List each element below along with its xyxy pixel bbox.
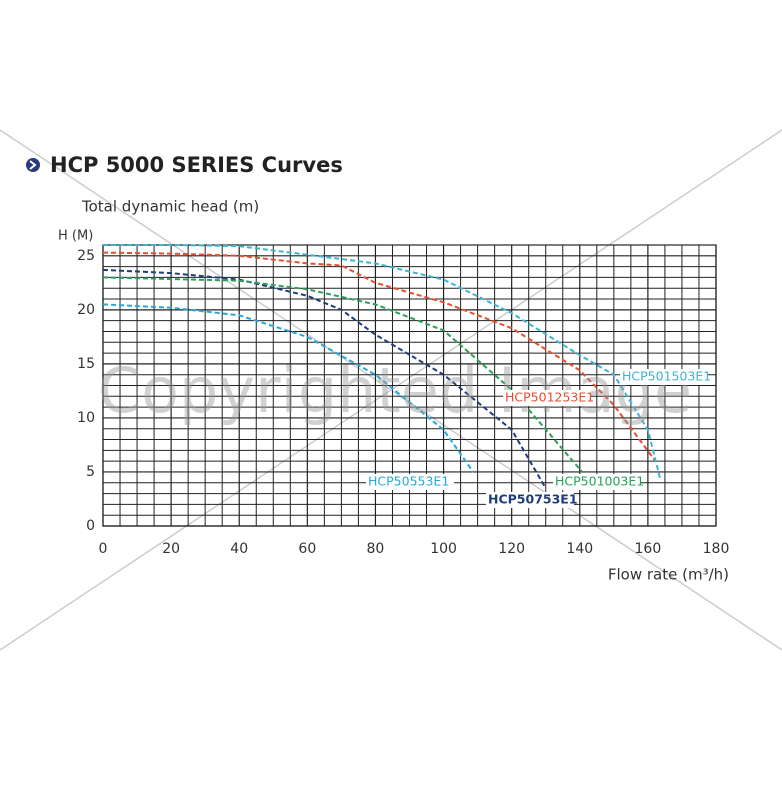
x-tick-label: 160 xyxy=(635,541,662,557)
curve-label-bg xyxy=(366,474,454,490)
pump-curve xyxy=(102,251,656,461)
x-tick-label: 180 xyxy=(703,541,730,557)
y-tick-label: 0 xyxy=(86,518,95,534)
y-tick-label: 25 xyxy=(77,248,95,264)
title-icon xyxy=(26,158,40,172)
curve-label: HCP50753E1 xyxy=(488,492,578,507)
chart-title: HCP 5000 SERIES Curves xyxy=(50,153,343,177)
curve-label-bg xyxy=(503,390,591,406)
x-tick-label: 0 xyxy=(99,541,108,557)
x-tick-label: 100 xyxy=(430,541,457,557)
y-tick-label: 15 xyxy=(77,356,95,372)
pump-curve xyxy=(102,268,547,489)
curve-label: HCP50553E1 xyxy=(368,474,449,489)
watermark: Copyrighted Image xyxy=(98,354,692,427)
curve-label: HCP501503E1 xyxy=(622,369,711,384)
x-tick-label: 20 xyxy=(162,541,180,557)
curve-label-bg xyxy=(486,492,574,508)
pump-curve xyxy=(102,276,583,473)
curves xyxy=(102,244,662,489)
pump-curve xyxy=(102,303,475,473)
x-tick-label: 60 xyxy=(298,541,316,557)
y-tick-label: 20 xyxy=(77,302,95,318)
pump-curve xyxy=(103,244,662,479)
y-axis-label: Total dynamic head (m) xyxy=(81,198,259,216)
y-unit-label: H (M) xyxy=(58,229,93,244)
x-tick-label: 120 xyxy=(498,541,525,557)
title-icon-arrow xyxy=(29,160,37,170)
watermark-line xyxy=(0,129,782,651)
x-axis-label: Flow rate (m³/h) xyxy=(608,566,729,584)
curve-label: HCP501003E1 xyxy=(555,474,644,489)
x-tick-label: 40 xyxy=(230,541,248,557)
x-tick-label: 80 xyxy=(367,541,385,557)
curve-label-bg xyxy=(620,369,708,385)
curve-label: HCP501253E1 xyxy=(505,390,594,405)
curve-label-bg xyxy=(553,474,641,490)
x-tick-label: 140 xyxy=(566,541,593,557)
y-tick-label: 10 xyxy=(77,410,95,426)
y-tick-label: 5 xyxy=(86,464,95,480)
